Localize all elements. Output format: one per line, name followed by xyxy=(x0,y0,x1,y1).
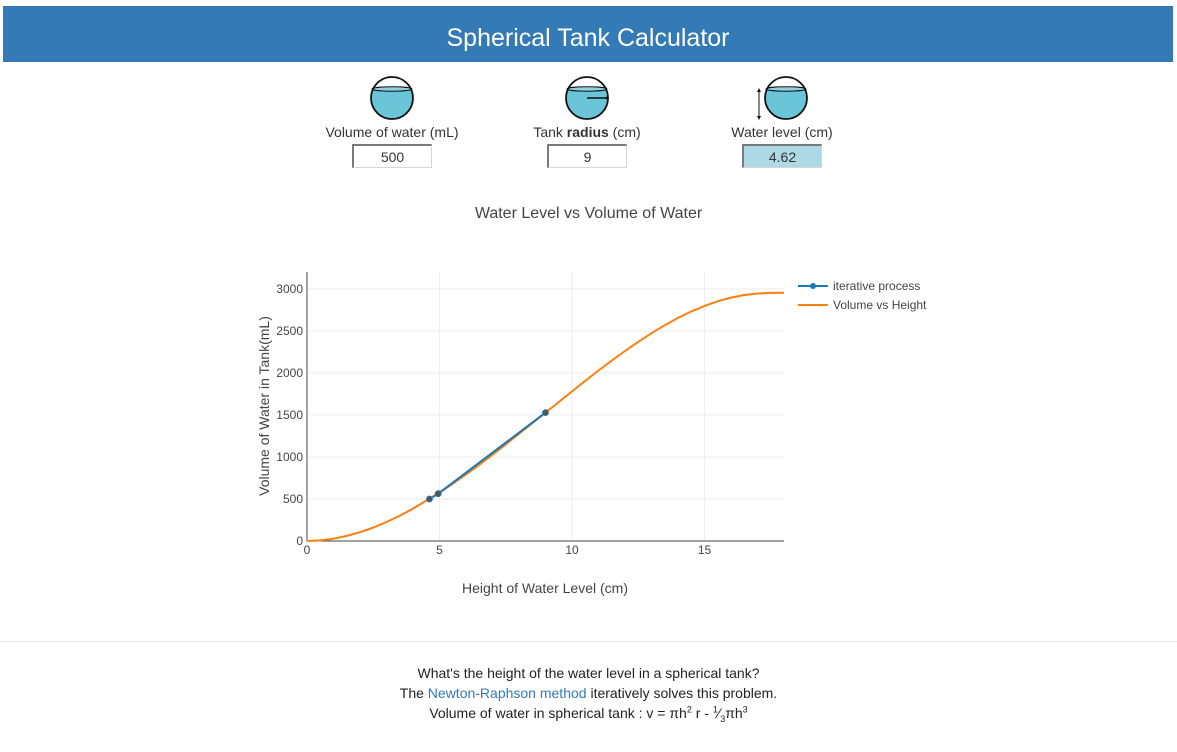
legend-label: Volume vs Height xyxy=(833,298,927,312)
footer-formula: Volume of water in spherical tank : v = … xyxy=(429,704,748,724)
level-label: Water level (cm) xyxy=(731,124,833,140)
y-axis-label: Volume of Water in Tank(mL) xyxy=(256,316,272,496)
legend-marker xyxy=(810,283,816,289)
chart-series xyxy=(306,291,785,542)
footer-question: What's the height of the water level in … xyxy=(417,665,760,681)
tick-labels: 0 5 10 15 0 500 1000 1500 2000 2500 3000 xyxy=(276,282,711,557)
x-tick-label: 15 xyxy=(698,543,712,557)
y-tick-label: 0 xyxy=(296,534,303,548)
app-title: Spherical Tank Calculator xyxy=(446,24,730,52)
level-field-group: Water level (cm) xyxy=(672,72,892,168)
iteration-point xyxy=(542,409,549,417)
volume-input[interactable] xyxy=(352,144,432,168)
chart-title: Water Level vs Volume of Water xyxy=(474,205,703,222)
footer-info: What's the height of the water level in … xyxy=(0,663,1177,723)
app-header: Spherical Tank Calculator xyxy=(3,6,1173,62)
iteration-point xyxy=(426,495,433,503)
newton-raphson-link[interactable]: Newton-Raphson method xyxy=(427,685,587,701)
sphere-volume-icon xyxy=(370,76,414,120)
y-tick-label: 3000 xyxy=(276,282,303,296)
radius-field-group: Tank radius (cm) xyxy=(477,72,697,168)
y-tick-label: 1500 xyxy=(276,408,303,422)
chart-legend: iterative process Volume vs Height xyxy=(798,279,927,312)
grid-lines xyxy=(307,272,784,541)
y-tick-label: 2500 xyxy=(276,324,303,338)
y-tick-label: 1000 xyxy=(276,450,303,464)
iterative-process-line xyxy=(428,411,547,500)
iteration-point xyxy=(434,490,442,498)
volume-label: Volume of water (mL) xyxy=(325,124,459,140)
sphere-radius-icon xyxy=(565,76,609,120)
x-tick-label: 0 xyxy=(304,543,311,557)
volume-field-group: Volume of water (mL) xyxy=(282,72,502,168)
level-output[interactable] xyxy=(742,144,822,168)
footer-divider xyxy=(0,641,1177,642)
radius-label: Tank radius (cm) xyxy=(533,124,641,140)
x-tick-label: 5 xyxy=(436,543,443,557)
legend-label: iterative process xyxy=(833,279,920,293)
input-panel: Volume of water (mL) Tank radius (cm) xyxy=(0,72,1177,182)
y-tick-label: 500 xyxy=(283,492,303,506)
x-axis-label: Height of Water Level (cm) xyxy=(462,580,628,596)
footer-method-line: The Newton-Raphson method iteratively so… xyxy=(399,685,778,701)
x-tick-label: 10 xyxy=(565,543,579,557)
volume-height-line xyxy=(306,291,785,542)
radius-input[interactable] xyxy=(547,144,627,168)
chart-axes xyxy=(306,272,784,542)
chart-plot: 0 5 10 15 0 500 1000 1500 2000 2500 3000 iterative… xyxy=(256,272,927,596)
y-tick-label: 2000 xyxy=(276,366,303,380)
sphere-level-icon xyxy=(757,76,808,120)
